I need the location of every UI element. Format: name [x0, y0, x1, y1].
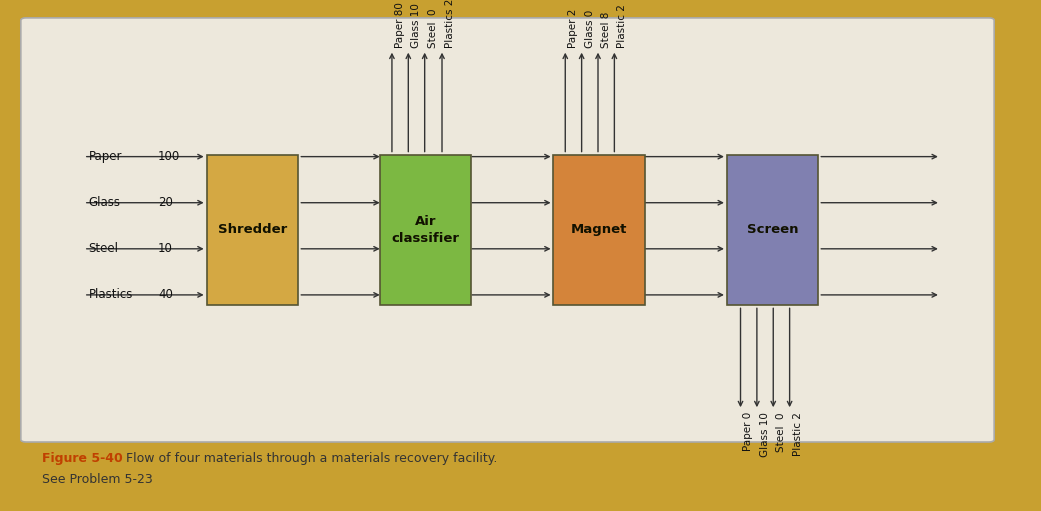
Text: Flow of four materials through a materials recovery facility.: Flow of four materials through a materia… — [118, 452, 497, 466]
Text: See Problem 5-23: See Problem 5-23 — [42, 473, 152, 486]
Text: Plastic 2: Plastic 2 — [617, 4, 628, 48]
Text: 20: 20 — [158, 196, 173, 209]
Text: 10: 10 — [158, 242, 173, 256]
Text: Air
classifier: Air classifier — [391, 215, 460, 245]
Text: Shredder: Shredder — [218, 223, 287, 237]
Bar — [553, 154, 644, 306]
Text: 40: 40 — [158, 288, 173, 301]
Text: Plastics: Plastics — [88, 288, 133, 301]
Text: Magnet: Magnet — [570, 223, 627, 237]
Text: Glass 10: Glass 10 — [411, 3, 422, 48]
Text: Glass 0: Glass 0 — [584, 9, 594, 48]
Text: Steel  0: Steel 0 — [428, 8, 437, 48]
Bar — [727, 154, 818, 306]
Text: Paper 2: Paper 2 — [568, 8, 578, 48]
Text: Figure 5-40: Figure 5-40 — [42, 452, 123, 466]
Text: Screen: Screen — [746, 223, 798, 237]
Text: 100: 100 — [158, 150, 180, 163]
Text: Steel  0: Steel 0 — [777, 412, 786, 452]
Bar — [206, 154, 298, 306]
Text: Plastics 20: Plastics 20 — [445, 0, 455, 48]
Text: Plastic 2: Plastic 2 — [792, 412, 803, 456]
Text: Paper: Paper — [88, 150, 122, 163]
Bar — [380, 154, 472, 306]
Text: Glass: Glass — [88, 196, 121, 209]
Text: Steel 8: Steel 8 — [601, 11, 611, 48]
Text: Paper 80: Paper 80 — [395, 2, 405, 48]
Text: Glass 10: Glass 10 — [760, 412, 769, 457]
Text: Steel: Steel — [88, 242, 119, 256]
Text: Paper 0: Paper 0 — [743, 412, 754, 452]
